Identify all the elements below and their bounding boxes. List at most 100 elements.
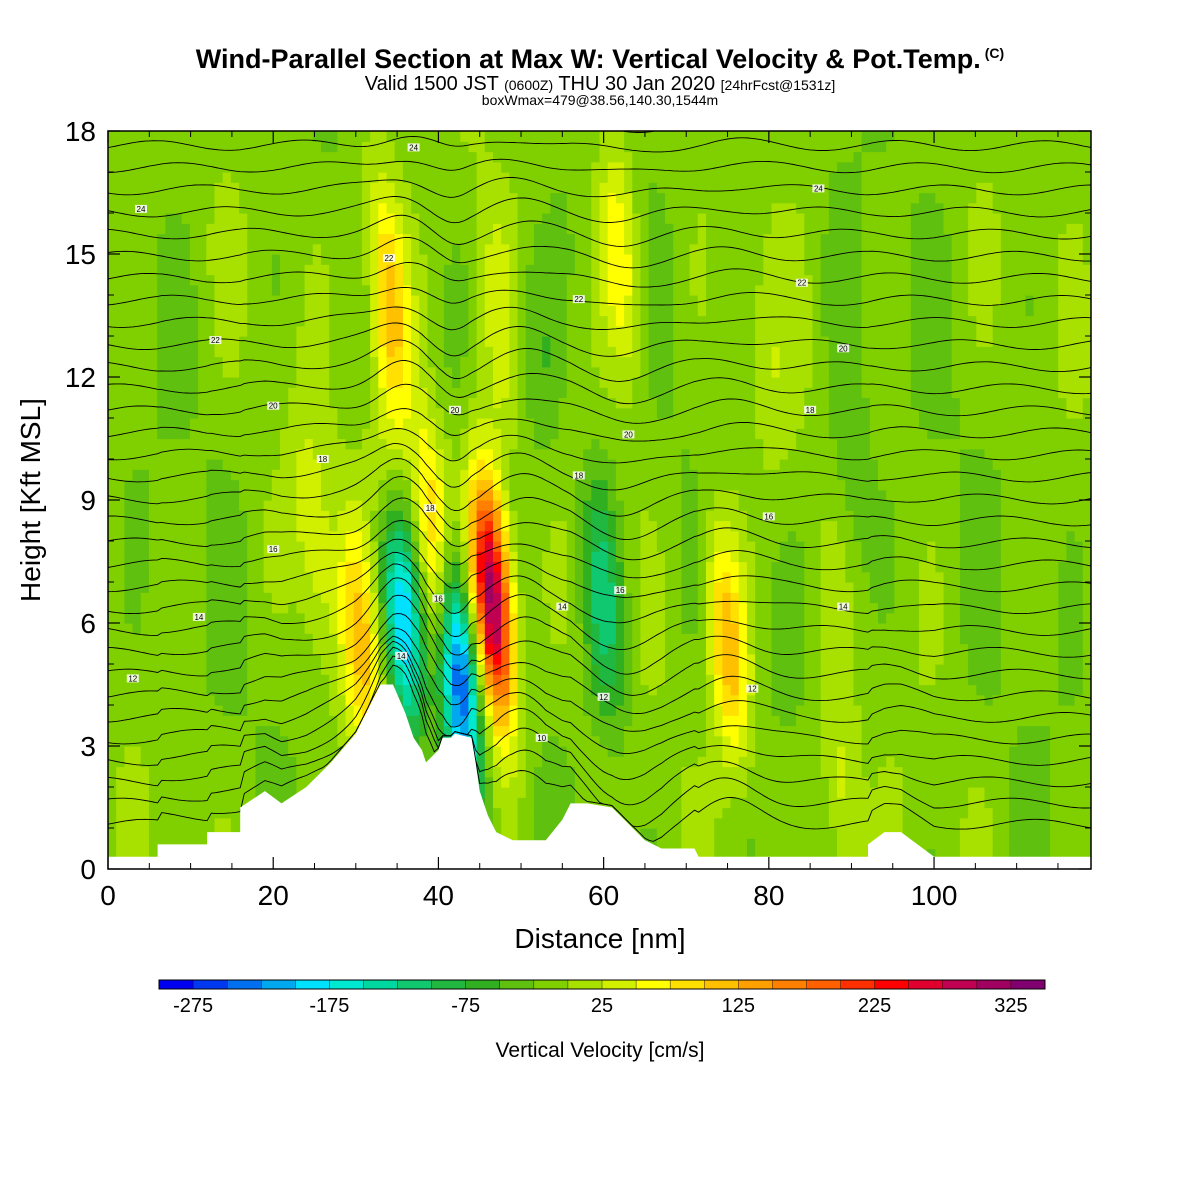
velocity-cell — [394, 141, 404, 153]
velocity-cell — [435, 223, 445, 235]
velocity-cell — [509, 264, 519, 276]
velocity-cell — [189, 438, 199, 450]
velocity-cell — [566, 664, 576, 675]
velocity-cell — [337, 469, 347, 481]
velocity-cell — [550, 807, 560, 819]
velocity-cell — [394, 612, 404, 624]
velocity-cell — [255, 356, 265, 368]
velocity-cell — [452, 264, 461, 276]
velocity-cell — [370, 612, 379, 624]
velocity-cell — [304, 305, 314, 317]
velocity-cell — [443, 684, 453, 696]
velocity-cell — [280, 592, 289, 604]
velocity-cell — [230, 438, 240, 450]
velocity-cell — [550, 592, 560, 604]
velocity-cell — [656, 756, 666, 768]
velocity-cell — [517, 705, 527, 716]
velocity-cell — [165, 264, 175, 276]
velocity-cell — [435, 172, 445, 183]
velocity-cell — [484, 305, 494, 317]
velocity-cell — [558, 612, 568, 624]
velocity-cell — [345, 264, 355, 276]
velocity-cell — [574, 797, 584, 809]
velocity-cell — [288, 787, 298, 798]
velocity-cell — [271, 233, 281, 245]
velocity-cell — [230, 346, 240, 358]
velocity-cell — [386, 551, 396, 563]
velocity-cell — [558, 346, 568, 358]
velocity-cell — [640, 530, 650, 542]
velocity-cell — [402, 366, 412, 378]
velocity-cell — [206, 233, 216, 245]
velocity-cell — [386, 366, 396, 378]
velocity-cell — [665, 284, 674, 296]
velocity-cell — [165, 653, 175, 665]
velocity-cell — [460, 151, 470, 163]
velocity-cell — [140, 274, 150, 286]
velocity-cell — [124, 797, 134, 809]
velocity-cell — [255, 264, 265, 276]
velocity-cell — [304, 356, 314, 368]
velocity-cell — [566, 131, 576, 142]
velocity-cell — [140, 131, 150, 142]
velocity-cell — [624, 448, 633, 460]
velocity-cell — [656, 243, 666, 255]
velocity-cell — [542, 817, 551, 829]
velocity-cell — [206, 366, 216, 378]
velocity-cell — [402, 213, 412, 224]
velocity-cell — [378, 643, 388, 655]
velocity-cell — [361, 366, 371, 378]
velocity-cell — [443, 602, 453, 614]
velocity-cell — [517, 366, 527, 378]
velocity-cell — [312, 141, 322, 153]
velocity-cell — [427, 674, 437, 686]
velocity-cell — [591, 264, 601, 276]
velocity-cell — [665, 346, 674, 358]
velocity-cell — [353, 653, 363, 665]
velocity-cell — [263, 612, 273, 624]
velocity-cell — [435, 705, 445, 716]
velocity-cell — [517, 233, 527, 245]
velocity-cell — [214, 643, 224, 655]
velocity-cell — [435, 346, 445, 358]
velocity-cell — [640, 653, 650, 665]
velocity-cell — [181, 346, 191, 358]
velocity-cell — [452, 664, 461, 675]
velocity-cell — [533, 479, 543, 491]
velocity-cell — [607, 612, 617, 624]
velocity-cell — [132, 807, 142, 819]
velocity-cell — [484, 264, 494, 276]
velocity-cell — [181, 561, 191, 573]
velocity-cell — [148, 233, 158, 245]
velocity-cell — [247, 735, 257, 747]
velocity-cell — [304, 500, 314, 511]
velocity-cell — [312, 315, 322, 327]
velocity-cell — [148, 213, 158, 224]
velocity-cell — [189, 305, 199, 317]
velocity-cell — [148, 284, 158, 296]
velocity-cell — [525, 582, 535, 593]
velocity-cell — [632, 705, 642, 716]
velocity-cell — [566, 500, 576, 511]
velocity-cell — [493, 797, 502, 809]
velocity-cell — [214, 366, 224, 378]
velocity-cell — [566, 315, 576, 327]
velocity-cell — [198, 838, 207, 850]
velocity-cell — [566, 561, 576, 573]
velocity-cell — [132, 633, 142, 645]
velocity-cell — [509, 274, 519, 286]
velocity-cell — [132, 397, 142, 409]
velocity-cell — [525, 653, 535, 665]
velocity-cell — [255, 776, 265, 788]
velocity-cell — [591, 500, 601, 511]
velocity-cell — [493, 213, 502, 224]
velocity-cell — [165, 448, 175, 460]
velocity-cell — [165, 602, 175, 614]
velocity-cell — [525, 254, 535, 265]
velocity-cell — [173, 315, 183, 327]
velocity-cell — [484, 254, 494, 265]
velocity-cell — [271, 202, 281, 214]
velocity-cell — [394, 305, 404, 317]
velocity-cell — [173, 295, 183, 306]
velocity-cell — [263, 161, 273, 173]
